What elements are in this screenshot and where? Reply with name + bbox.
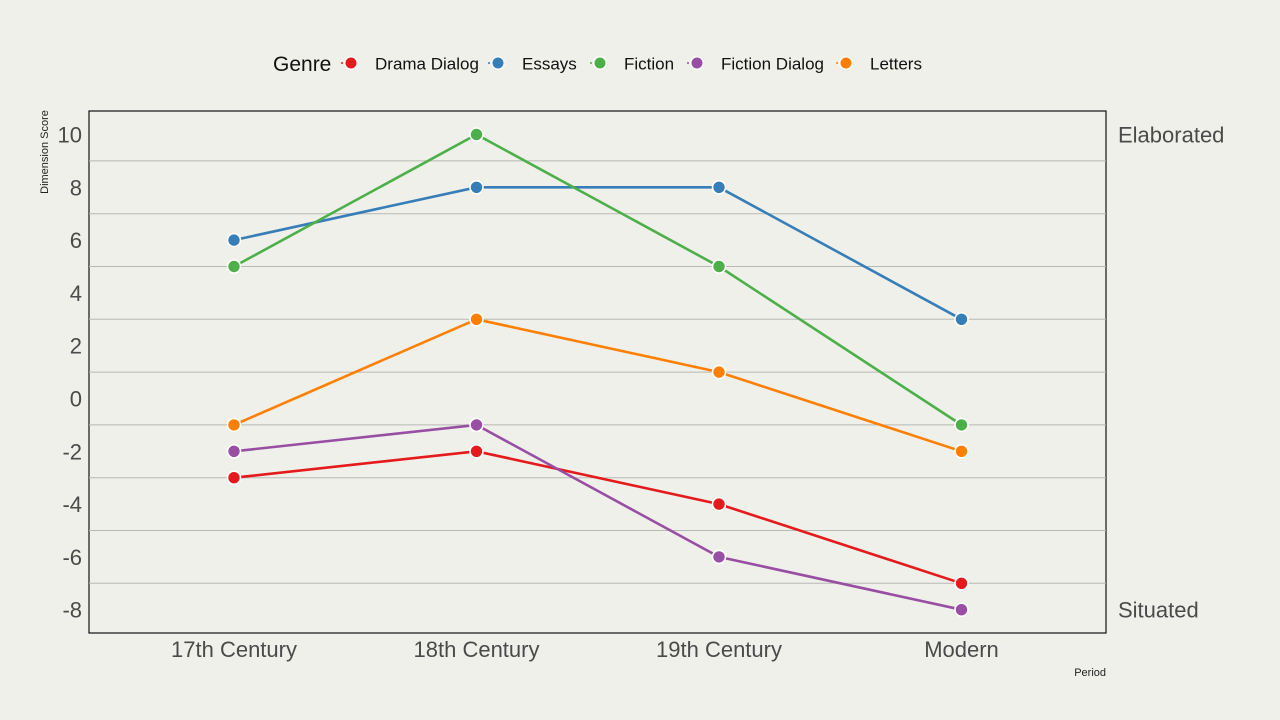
legend-title: Genre (273, 53, 331, 76)
data-point (469, 417, 484, 433)
legend-key-marker (839, 56, 853, 70)
y-tick-label: 4 (70, 281, 82, 306)
series-line (233, 186, 963, 321)
legend-label: Essays (522, 55, 577, 74)
y-tick-label: 10 (58, 123, 82, 148)
y-axis-ticks: 10 8 6 4 2 0 -2 -4 -6 -8 (58, 123, 82, 623)
series-lines (233, 133, 963, 611)
x-axis-title: Period (1074, 667, 1106, 679)
legend-key-marker (344, 56, 358, 70)
legend-label: Letters (870, 55, 922, 74)
data-point (711, 259, 727, 274)
situated-label: Situated (1118, 598, 1199, 623)
x-tick-label: 17th Century (171, 637, 297, 662)
data-point (711, 549, 727, 565)
y-tick-label: 0 (70, 387, 82, 412)
legend-label: Fiction Dialog (721, 55, 824, 74)
y-tick-label: -4 (62, 492, 82, 517)
y-tick-label: -8 (62, 598, 82, 623)
x-tick-label: 18th Century (414, 637, 540, 662)
data-point (226, 417, 242, 433)
legend: Genre Drama Dialog Essays Fiction Fiction D… (273, 53, 922, 76)
data-point (954, 417, 969, 433)
data-point (469, 180, 484, 195)
legend-key-marker (491, 56, 505, 70)
data-point (954, 602, 969, 618)
y-tick-label: 2 (70, 334, 82, 359)
data-point (226, 232, 242, 248)
data-point (711, 180, 727, 195)
data-point (226, 443, 242, 459)
y-tick-label: 8 (70, 175, 82, 200)
data-point (469, 127, 484, 142)
data-point (711, 364, 727, 380)
y-tick-label: -6 (62, 545, 82, 570)
x-tick-label: 19th Century (656, 637, 782, 662)
series-line (233, 423, 962, 611)
gridlines (89, 160, 1106, 584)
data-point (954, 575, 969, 591)
series-line (233, 317, 962, 453)
legend-label: Fiction (624, 55, 674, 74)
data-point (469, 443, 484, 459)
data-point (954, 311, 969, 327)
y-tick-label: 6 (70, 228, 82, 253)
data-point (954, 443, 969, 459)
series-line (233, 133, 963, 426)
data-point (226, 259, 242, 274)
series-points (226, 127, 969, 618)
series-line (233, 449, 962, 585)
x-axis-ticks: 17th Century 18th Century 19th Century Mode… (171, 637, 999, 662)
elaborated-label: Elaborated (1118, 123, 1224, 148)
legend-key-marker (690, 56, 704, 70)
data-point (469, 311, 484, 327)
legend-key-marker (593, 56, 607, 70)
data-point (226, 470, 242, 486)
y-axis-title: Dimension Score (39, 110, 51, 194)
legend-label: Drama Dialog (375, 55, 479, 74)
data-point (711, 496, 727, 512)
x-tick-label: Modern (924, 637, 999, 662)
y-tick-label: -2 (62, 439, 82, 464)
